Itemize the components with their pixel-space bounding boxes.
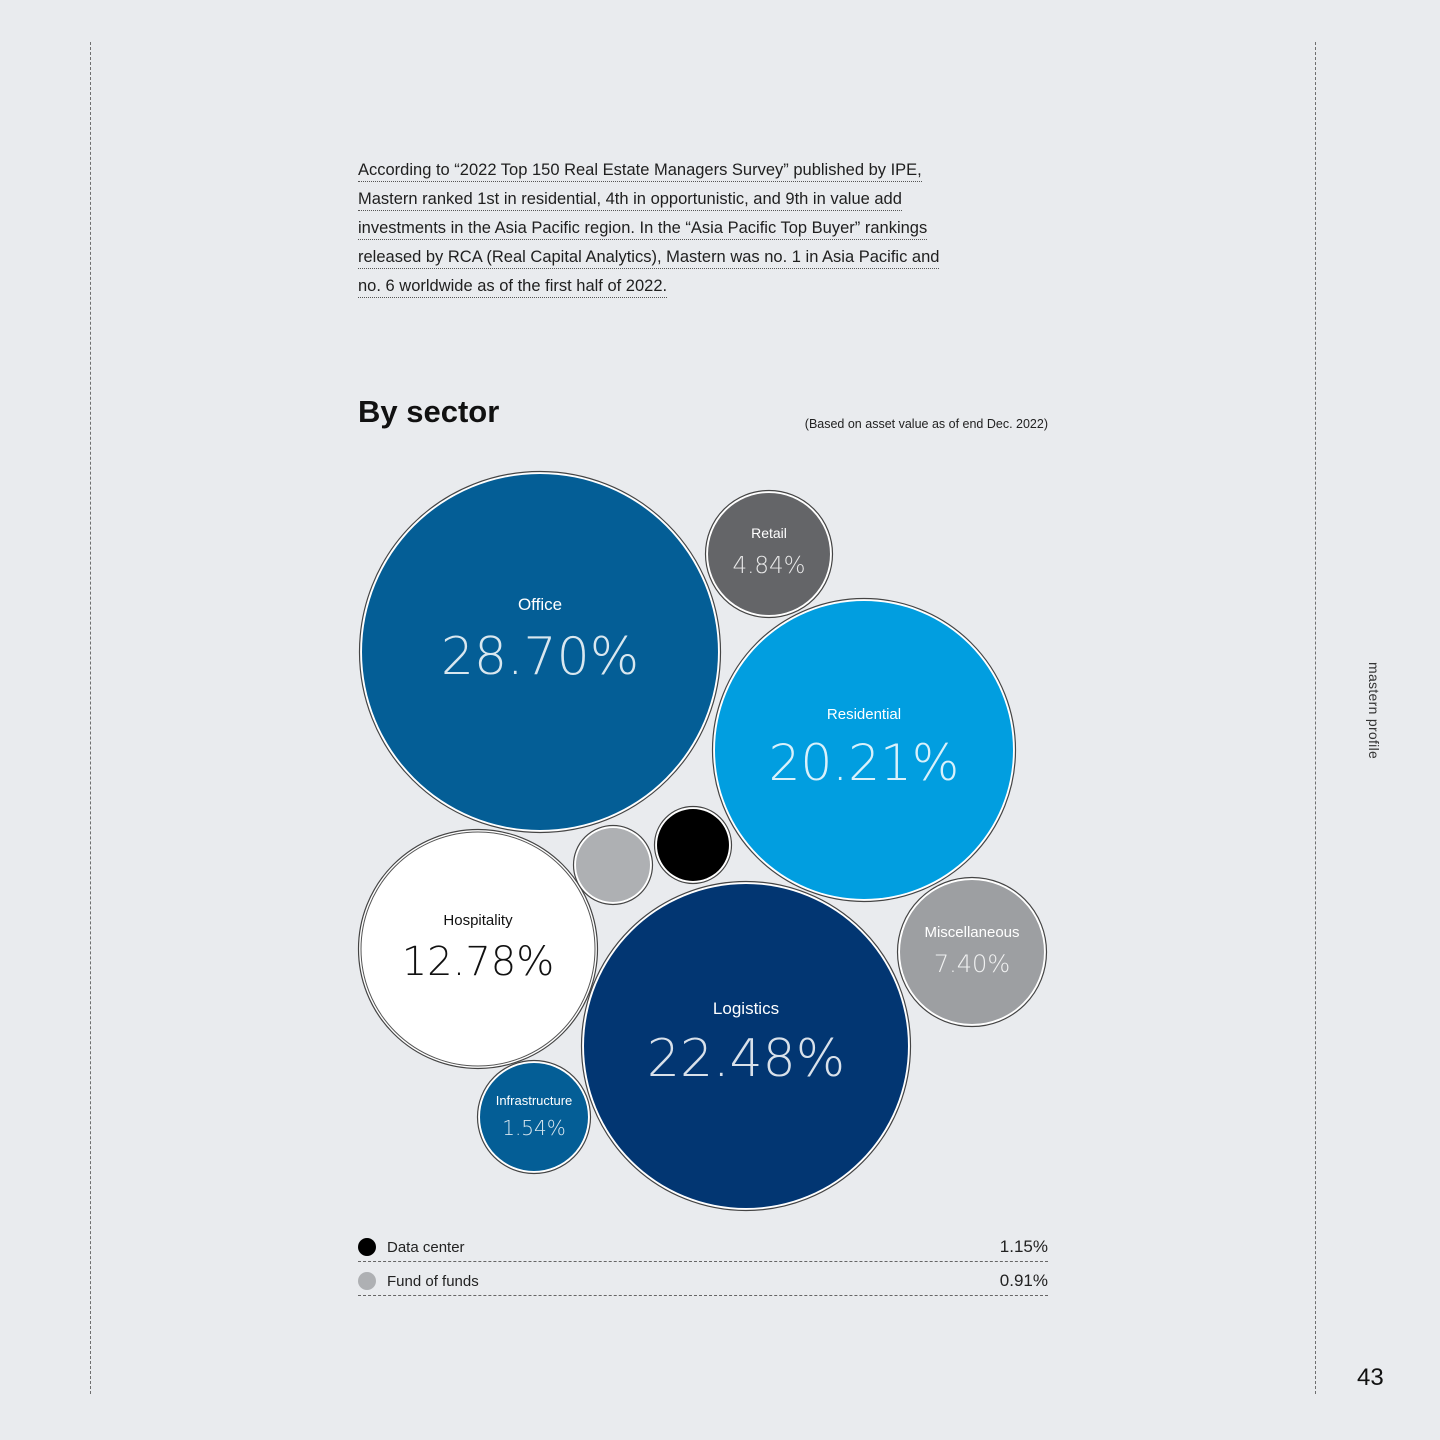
intro-paragraph: According to “2022 Top 150 Real Estate M… [358, 156, 1018, 301]
left-margin-line [90, 42, 91, 1394]
bubble-logistics-circle [584, 884, 908, 1208]
right-margin-line [1315, 42, 1316, 1394]
bubble-value: 7.40% [934, 950, 1010, 978]
intro-line: investments in the Asia Pacific region. … [358, 219, 928, 240]
bubble-label: Hospitality [443, 912, 513, 929]
bubble-label: Office [518, 595, 562, 614]
chart-title: By sector [358, 394, 500, 429]
bubble-label: Logistics [713, 999, 779, 1018]
intro-line: According to “2022 Top 150 Real Estate M… [358, 161, 922, 182]
bubble-data-center-circle [657, 809, 729, 881]
bubble-office-circle [362, 474, 718, 830]
bubble-value: 12.78% [402, 939, 555, 985]
legend-label: Data center [387, 1239, 465, 1256]
bubble-fund-of-funds-circle [576, 828, 650, 902]
bubble-retail: Retail 4.84% [704, 489, 834, 619]
bubble-value: 28.70% [441, 627, 639, 687]
intro-line: no. 6 worldwide as of the first half of … [358, 277, 668, 298]
bubble-retail-circle [708, 493, 830, 615]
chart-subtitle: (Based on asset value as of end Dec. 202… [804, 417, 1048, 431]
bubble-value: 22.48% [647, 1029, 845, 1089]
legend-row-data-center: Data center 1.15% [358, 1231, 1048, 1262]
bubble-value: 20.21% [769, 734, 960, 792]
bubble-label: Retail [751, 525, 787, 541]
bubble-label: Infrastructure [496, 1093, 573, 1108]
bubble-office: Office 28.70% [358, 470, 722, 834]
bubble-data-center [653, 805, 733, 885]
legend-swatch-fund-of-funds [358, 1272, 376, 1290]
bubble-hospitality: Hospitality 12.78% [357, 828, 599, 1070]
side-section-label: mastern profile [1366, 662, 1382, 760]
bubble-fund-of-funds [572, 824, 654, 906]
bubble-logistics: Logistics 22.48% [580, 880, 912, 1212]
bubble-hospitality-circle [360, 831, 596, 1067]
intro-line: Mastern ranked 1st in residential, 4th i… [358, 190, 902, 211]
bubble-label: Residential [827, 706, 901, 723]
bubble-value: 4.84% [732, 553, 805, 579]
legend-value: 0.91% [999, 1271, 1048, 1290]
legend-label: Fund of funds [387, 1273, 479, 1290]
page-number: 43 [1357, 1364, 1384, 1391]
bubble-miscellaneous: Miscellaneous 7.40% [896, 876, 1048, 1028]
bubble-miscellaneous-circle [900, 880, 1044, 1024]
bubble-value: 1.54% [502, 1116, 566, 1140]
bubble-infrastructure: Infrastructure 1.54% [476, 1059, 592, 1175]
bubble-residential-circle [715, 601, 1013, 899]
bubble-residential: Residential 20.21% [711, 597, 1017, 903]
legend-swatch-data-center [358, 1238, 376, 1256]
bubble-label: Miscellaneous [924, 924, 1019, 941]
bubble-infrastructure-circle [480, 1063, 588, 1171]
intro-line: released by RCA (Real Capital Analytics)… [358, 248, 940, 269]
legend-value: 1.15% [999, 1237, 1048, 1256]
legend-row-fund-of-funds: Fund of funds 0.91% [358, 1265, 1048, 1296]
